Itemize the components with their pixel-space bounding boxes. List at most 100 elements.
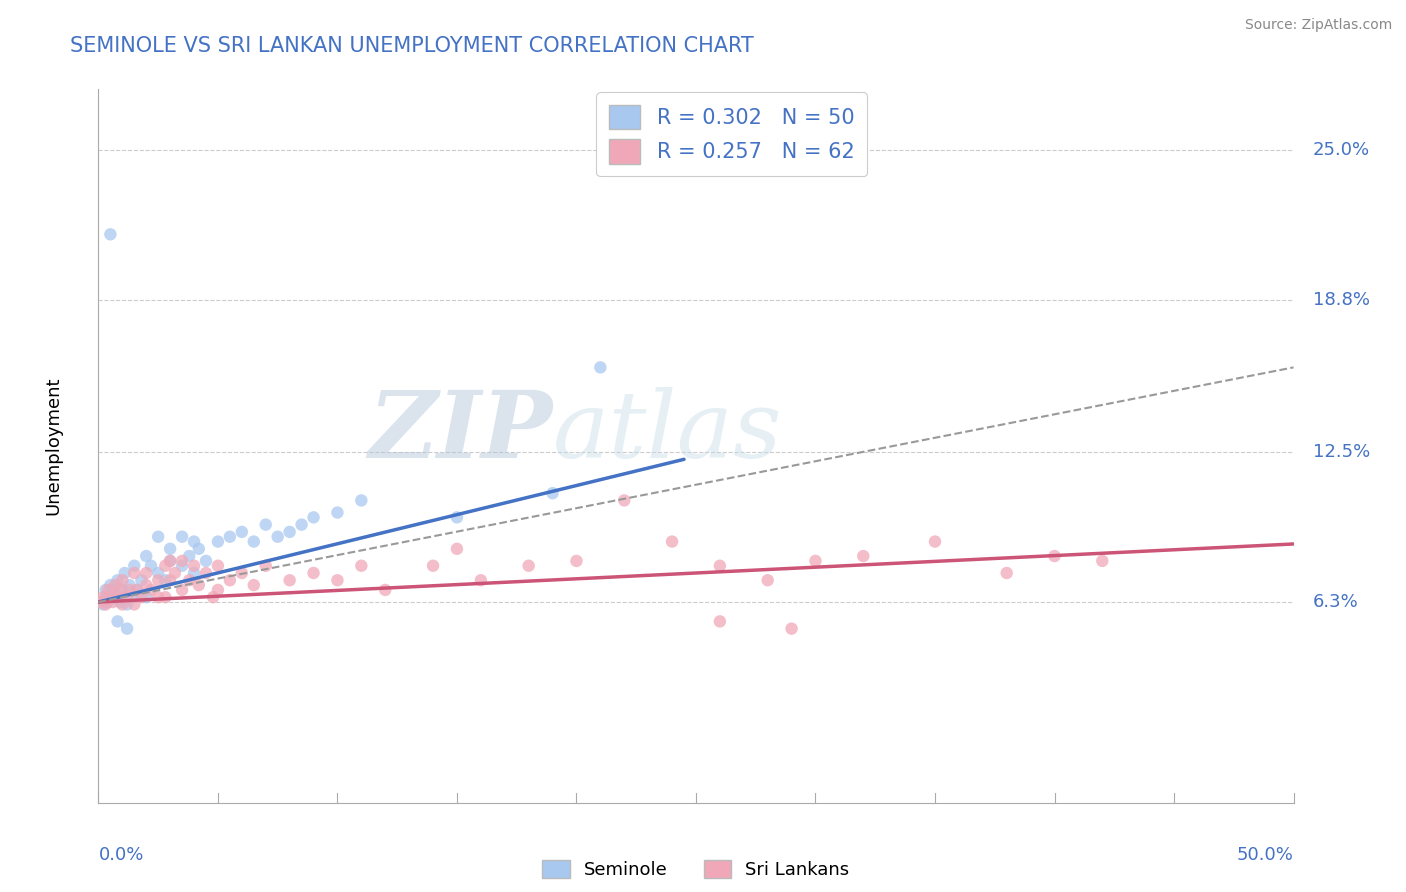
Point (207, 558, 229, 573)
Point (326, 574, 349, 588)
Point (187, 578, 209, 592)
Point (756, 574, 779, 588)
Point (172, 582, 194, 597)
Point (290, 517, 312, 532)
Point (135, 549, 157, 563)
Point (111, 574, 134, 588)
Point (780, 622, 803, 636)
Point (243, 534, 266, 549)
Point (90, 595, 112, 609)
Point (709, 615, 731, 629)
Text: 0.0%: 0.0% (98, 847, 143, 864)
Point (115, 590, 138, 604)
Point (155, 574, 177, 588)
Point (98, 590, 122, 604)
Point (148, 574, 170, 588)
Point (194, 566, 217, 580)
Point (243, 578, 266, 592)
Point (131, 574, 153, 588)
Text: atlas: atlas (553, 387, 782, 476)
Point (709, 558, 731, 573)
Point (124, 566, 146, 580)
Point (118, 578, 141, 592)
Text: 6.3%: 6.3% (1313, 593, 1358, 611)
Point (852, 549, 875, 563)
Point (374, 582, 396, 597)
Text: ZIP: ZIP (368, 387, 553, 476)
Point (135, 590, 157, 604)
Point (159, 554, 181, 568)
Point (91, 590, 114, 604)
Point (108, 595, 131, 609)
Text: Source: ZipAtlas.com: Source: ZipAtlas.com (1244, 18, 1392, 32)
Point (97, 582, 120, 597)
Point (231, 524, 253, 539)
Point (98, 578, 122, 592)
Point (924, 534, 946, 549)
Point (111, 598, 134, 612)
Point (326, 506, 349, 520)
Point (135, 578, 157, 592)
Point (517, 558, 540, 573)
Point (124, 598, 146, 612)
Point (139, 582, 162, 597)
Point (125, 582, 148, 597)
Point (302, 566, 325, 580)
Point (107, 615, 129, 629)
Point (194, 554, 217, 568)
Point (108, 582, 131, 597)
Point (231, 566, 253, 580)
Point (159, 541, 181, 556)
Point (254, 558, 277, 573)
Point (115, 622, 138, 636)
Point (1043, 549, 1066, 563)
Point (350, 493, 373, 508)
Point (183, 566, 205, 580)
Text: 50.0%: 50.0% (1237, 847, 1294, 864)
Point (267, 530, 290, 544)
Text: Unemployment: Unemployment (44, 376, 62, 516)
Point (804, 554, 827, 568)
Point (107, 574, 129, 588)
Point (111, 590, 134, 604)
Point (207, 582, 229, 597)
Point (470, 574, 492, 588)
Point (278, 524, 301, 539)
Point (97, 595, 120, 609)
Text: 12.5%: 12.5% (1313, 443, 1369, 461)
Point (350, 558, 373, 573)
Point (661, 534, 683, 549)
Point (155, 590, 177, 604)
Point (183, 534, 205, 549)
Text: 25.0%: 25.0% (1313, 141, 1369, 159)
Point (179, 574, 201, 588)
Point (446, 510, 468, 524)
Point (159, 574, 181, 588)
Point (163, 566, 186, 580)
Point (207, 534, 229, 549)
Text: 18.8%: 18.8% (1313, 291, 1369, 309)
Text: SEMINOLE VS SRI LANKAN UNEMPLOYMENT CORRELATION CHART: SEMINOLE VS SRI LANKAN UNEMPLOYMENT CORR… (70, 36, 754, 55)
Point (94, 582, 117, 597)
Point (446, 541, 468, 556)
Point (125, 582, 148, 597)
Point (187, 541, 209, 556)
Point (148, 566, 170, 580)
Point (124, 558, 146, 573)
Point (94, 590, 117, 604)
Point (172, 554, 194, 568)
Point (104, 578, 127, 592)
Point (101, 582, 124, 597)
Point (183, 558, 205, 573)
Point (148, 530, 170, 544)
Point (155, 558, 177, 573)
Point (541, 486, 564, 500)
Point (101, 595, 124, 609)
Point (179, 549, 201, 563)
Point (114, 566, 136, 580)
Point (589, 360, 612, 375)
Legend: Seminole, Sri Lankans: Seminole, Sri Lankans (536, 853, 856, 887)
Point (104, 590, 127, 604)
Point (159, 554, 181, 568)
Point (995, 566, 1018, 580)
